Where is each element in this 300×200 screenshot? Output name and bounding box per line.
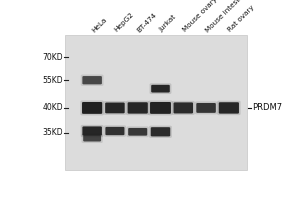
FancyBboxPatch shape [150,102,171,114]
Text: BT-474: BT-474 [136,11,158,33]
FancyBboxPatch shape [195,101,218,114]
FancyBboxPatch shape [104,125,126,137]
FancyBboxPatch shape [82,76,102,84]
FancyBboxPatch shape [173,102,193,113]
FancyBboxPatch shape [172,101,195,115]
FancyBboxPatch shape [128,102,148,114]
Text: HeLa: HeLa [90,16,107,33]
FancyBboxPatch shape [151,85,170,93]
Text: Mouse ovary: Mouse ovary [182,0,218,33]
FancyBboxPatch shape [151,127,170,136]
FancyBboxPatch shape [81,125,103,137]
Text: Rat ovary: Rat ovary [227,5,256,33]
FancyBboxPatch shape [126,101,149,115]
Text: 40KD: 40KD [43,103,63,112]
FancyBboxPatch shape [105,127,124,135]
Text: Mouse intestine: Mouse intestine [204,0,249,33]
Text: 35KD: 35KD [43,128,63,137]
FancyBboxPatch shape [128,128,147,136]
FancyBboxPatch shape [82,102,102,114]
FancyBboxPatch shape [82,133,103,143]
Text: Jurkat: Jurkat [159,14,178,33]
FancyBboxPatch shape [80,100,104,115]
Text: PRDM7: PRDM7 [252,103,282,112]
FancyBboxPatch shape [81,75,103,86]
FancyBboxPatch shape [219,102,239,114]
FancyBboxPatch shape [150,83,171,94]
FancyBboxPatch shape [83,135,101,142]
Text: 70KD: 70KD [43,53,63,62]
FancyBboxPatch shape [105,103,125,113]
FancyBboxPatch shape [217,101,241,115]
Bar [65,35,247,170]
Text: HepG2: HepG2 [113,11,135,33]
FancyBboxPatch shape [127,126,149,137]
FancyBboxPatch shape [196,103,216,113]
Text: 55KD: 55KD [43,76,63,85]
FancyBboxPatch shape [103,101,126,115]
FancyBboxPatch shape [82,126,102,136]
FancyBboxPatch shape [148,100,172,115]
FancyBboxPatch shape [149,126,172,138]
